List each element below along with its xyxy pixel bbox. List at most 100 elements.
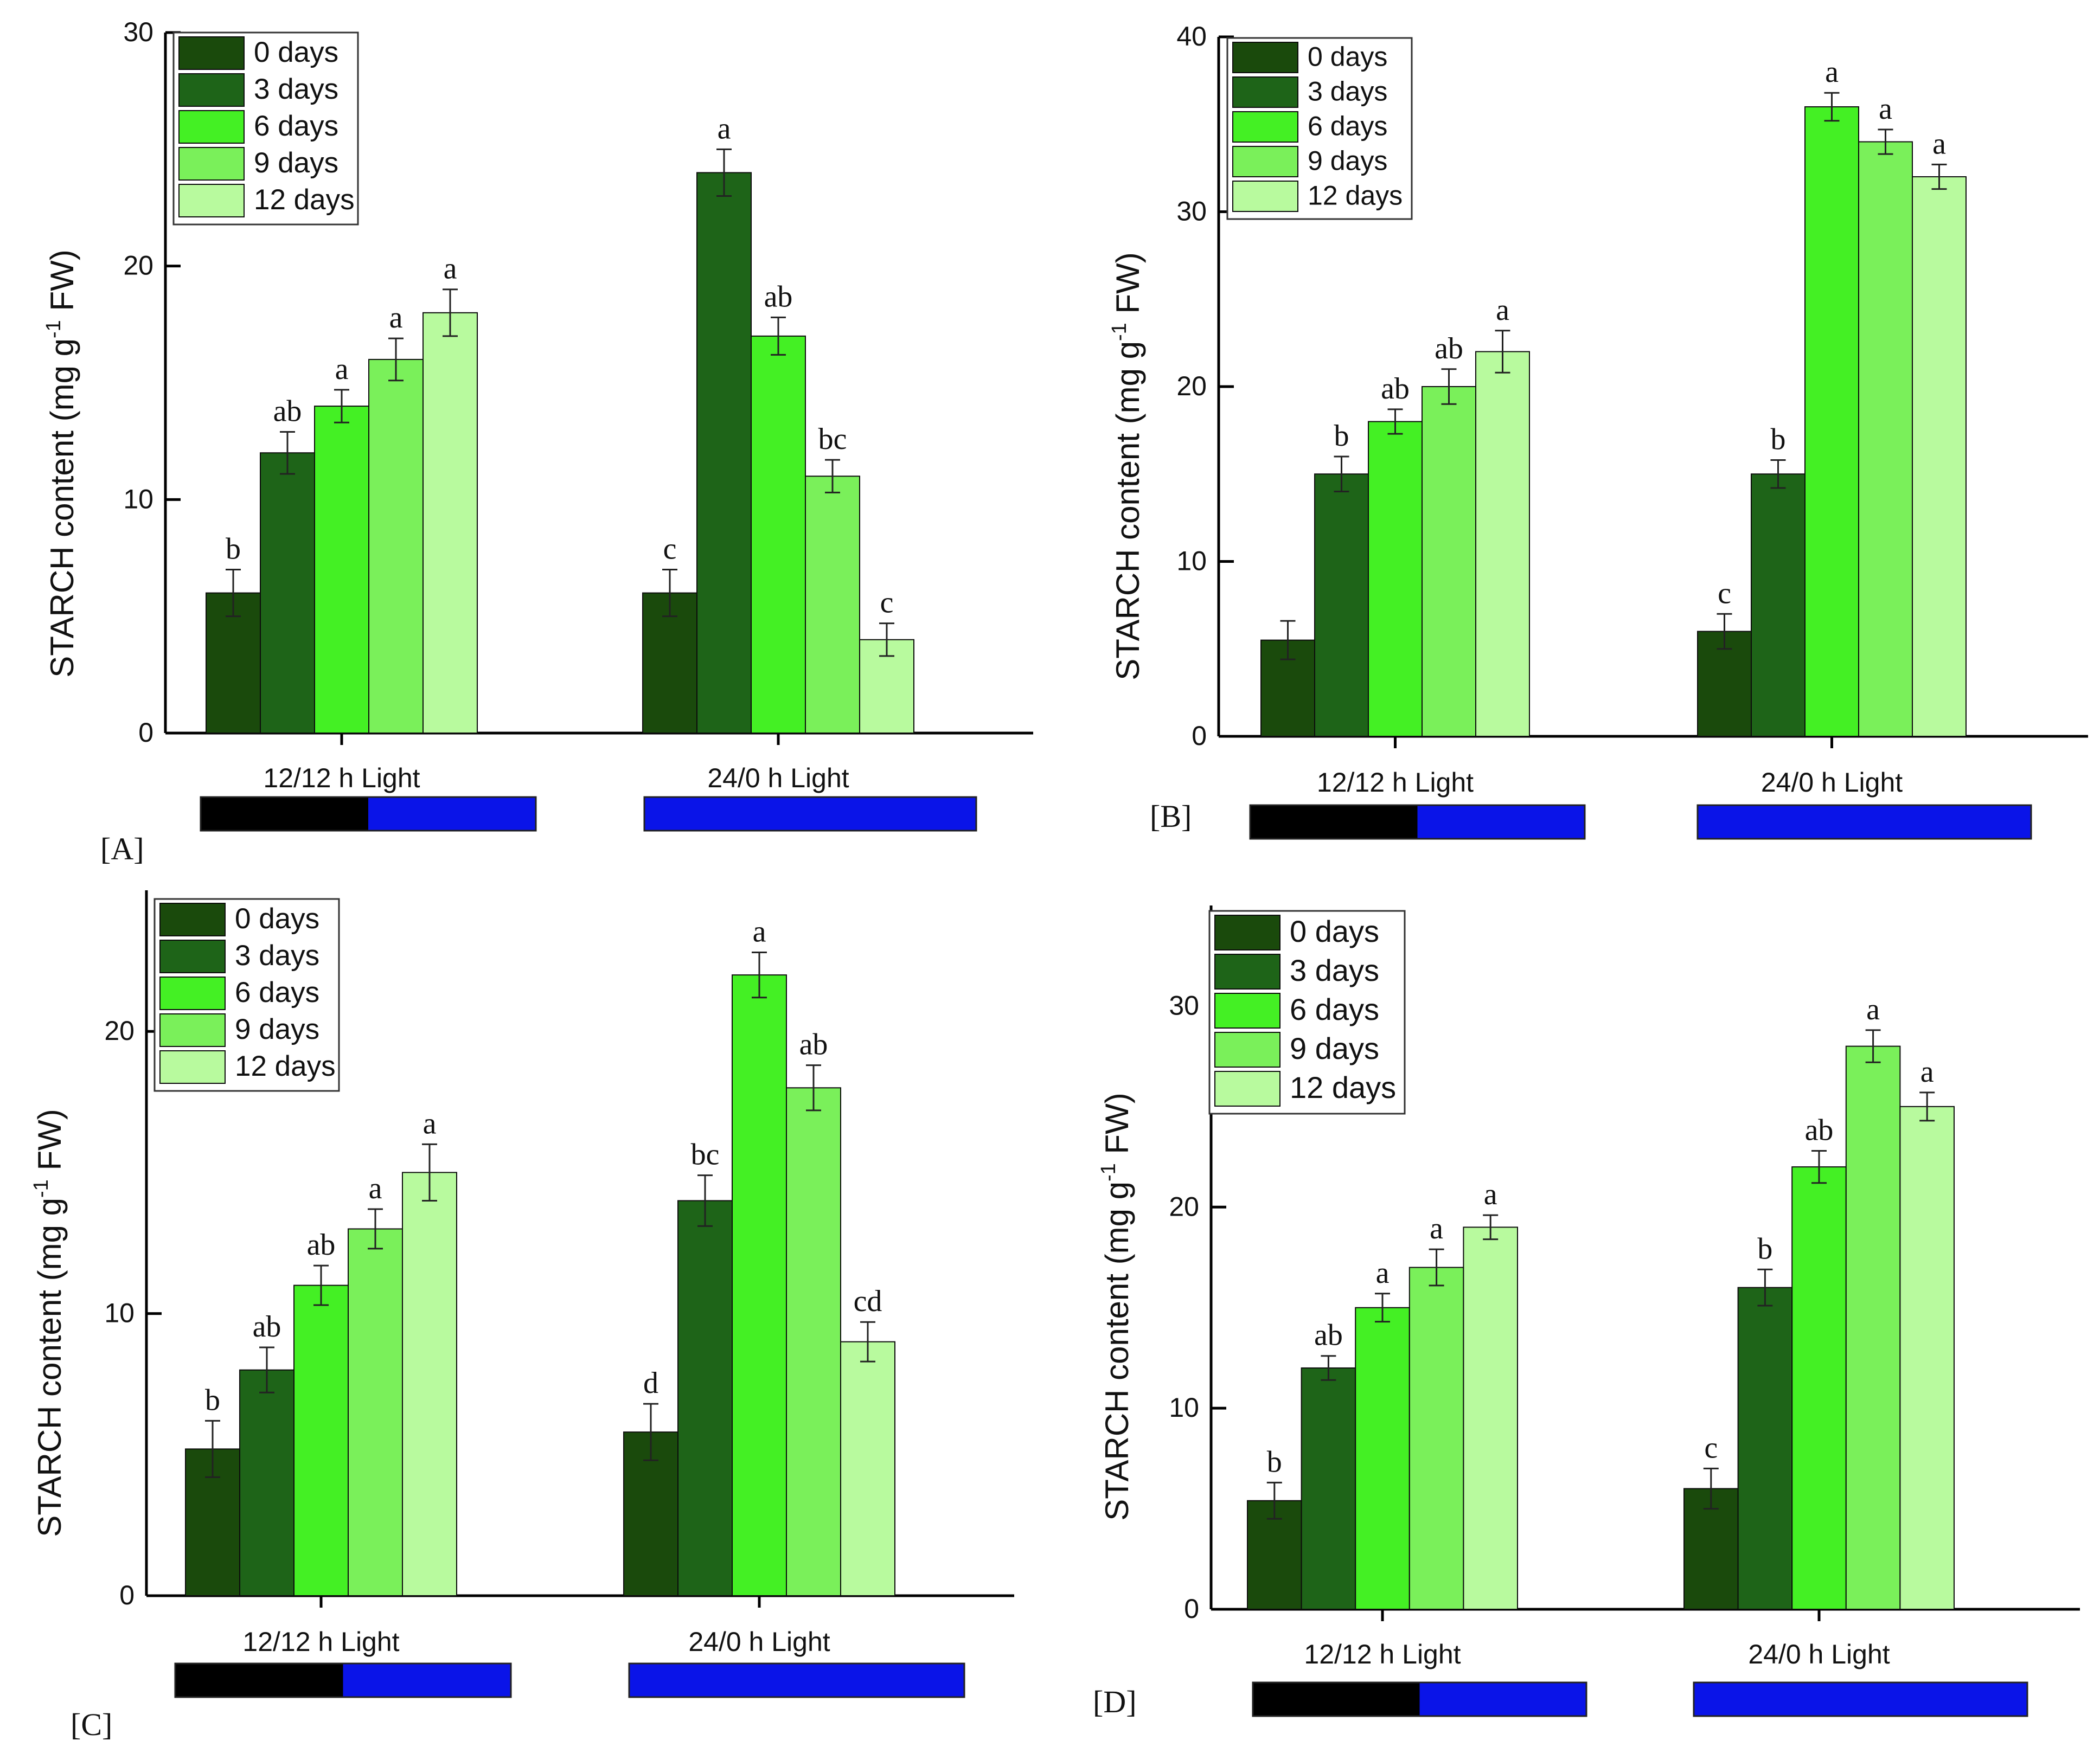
y-tick-label: 20: [104, 1016, 135, 1046]
y-tick-label: 30: [1169, 990, 1199, 1020]
significance-label: bc: [818, 422, 847, 456]
legend-label: 9 days: [235, 1013, 319, 1045]
significance-label: a: [369, 1172, 382, 1205]
legend-swatch: [1214, 993, 1281, 1029]
y-axis-title: STARCH content (mg g-1 FW): [1097, 1093, 1135, 1521]
significance-label: a: [444, 252, 457, 286]
legend-label: 0 days: [1308, 42, 1387, 72]
category-label: 24/0 h Light: [1748, 1639, 1890, 1669]
legend-label: 3 days: [235, 940, 319, 972]
bar: [422, 312, 478, 734]
y-tick-label: 0: [138, 717, 153, 748]
legend-label: 12 days: [235, 1050, 336, 1082]
significance-label: a: [1825, 55, 1839, 89]
bar: [732, 974, 787, 1596]
photoperiod-segment-light: [343, 1663, 511, 1697]
significance-label: a: [1484, 1178, 1497, 1211]
bar: [840, 1341, 895, 1596]
bar: [260, 452, 315, 734]
photoperiod-segment-light: [1419, 1682, 1586, 1716]
bar: [1408, 1267, 1464, 1610]
y-axis-title-superscript: -1: [42, 320, 65, 338]
legend-swatch: [1214, 954, 1281, 990]
legend-swatch: [1232, 111, 1298, 143]
photoperiod-bar-outline: [1696, 804, 2032, 840]
significance-label: ab: [799, 1028, 828, 1062]
y-axis-title-part: FW): [44, 249, 80, 320]
significance-label: a: [1879, 92, 1892, 126]
y-tick-label: 10: [1169, 1392, 1199, 1423]
bar: [677, 1200, 733, 1596]
significance-label: b: [1757, 1232, 1772, 1266]
photoperiod-bar-outline: [1252, 1681, 1587, 1717]
legend-label: 6 days: [235, 977, 319, 1009]
significance-label: b: [205, 1383, 220, 1417]
y-tick-label: 20: [1176, 371, 1207, 401]
significance-label: b: [226, 532, 241, 566]
y-tick-label: 30: [1176, 196, 1207, 227]
legend-swatch: [1232, 76, 1298, 108]
legend-swatch: [1232, 42, 1298, 73]
y-tick-label: 10: [104, 1298, 135, 1328]
legend-swatch: [159, 940, 226, 973]
legend-swatch: [1214, 1071, 1281, 1107]
significance-label: c: [663, 532, 677, 566]
significance-label: cd: [854, 1284, 882, 1318]
bar: [1912, 176, 1967, 737]
bar: [786, 1087, 841, 1596]
significance-label: a: [718, 112, 731, 145]
significance-label: a: [423, 1107, 437, 1140]
significance-label: ab: [1805, 1113, 1834, 1147]
y-axis-title-part: FW): [1110, 252, 1146, 323]
significance-label: ab: [1381, 372, 1410, 406]
y-axis-title-part: STARCH content (mg g: [1099, 1181, 1135, 1521]
significance-label: a: [389, 301, 403, 335]
photoperiod-bar-outline: [174, 1662, 512, 1698]
bar: [1463, 1226, 1518, 1610]
legend-swatch: [159, 1013, 226, 1047]
legend-swatch: [1214, 915, 1281, 950]
bar: [696, 172, 752, 734]
panel-label: [A]: [100, 831, 144, 866]
significance-label: ab: [307, 1228, 336, 1262]
y-axis-title-superscript: -1: [30, 1179, 53, 1198]
category-label: 12/12 h Light: [1317, 767, 1474, 798]
y-axis-title-part: STARCH content (mg g: [31, 1198, 68, 1537]
significance-label: a: [753, 915, 766, 948]
significance-label: bc: [691, 1138, 720, 1172]
significance-label: b: [1267, 1445, 1282, 1479]
legend-label: 0 days: [1290, 914, 1379, 948]
bar: [1899, 1106, 1955, 1610]
bar: [1368, 421, 1423, 737]
legend-label: 12 days: [1290, 1070, 1396, 1104]
photoperiod-segment-light: [1698, 805, 2031, 839]
panel-label: [C]: [71, 1707, 112, 1742]
category-label: 24/0 h Light: [1761, 767, 1903, 798]
bar: [348, 1228, 403, 1596]
legend-label: 9 days: [254, 147, 338, 179]
legend-label: 3 days: [1290, 953, 1379, 987]
photoperiod-bar-outline: [628, 1662, 965, 1698]
panel-label: [B]: [1150, 799, 1192, 834]
y-axis-title: STARCH content (mg g-1 FW): [30, 1109, 68, 1537]
y-axis-title-superscript: -1: [1097, 1163, 1120, 1181]
legend-swatch: [1232, 181, 1298, 212]
bar: [1422, 386, 1476, 737]
significance-label: ab: [764, 280, 793, 313]
panel-label: [D]: [1093, 1684, 1137, 1719]
significance-label: a: [1496, 293, 1509, 327]
photoperiod-segment-light: [368, 797, 536, 831]
legend-label: 6 days: [1290, 992, 1379, 1026]
bar: [1791, 1166, 1847, 1610]
y-tick-label: 10: [1176, 546, 1207, 576]
significance-label: d: [643, 1366, 658, 1400]
legend-label: 0 days: [235, 903, 319, 935]
significance-label: a: [1866, 993, 1880, 1026]
y-axis-title-part: FW): [1099, 1093, 1135, 1163]
photoperiod-segment-dark: [1250, 805, 1418, 839]
significance-label: c: [1718, 576, 1731, 610]
photoperiod-bar-outline: [643, 796, 977, 832]
